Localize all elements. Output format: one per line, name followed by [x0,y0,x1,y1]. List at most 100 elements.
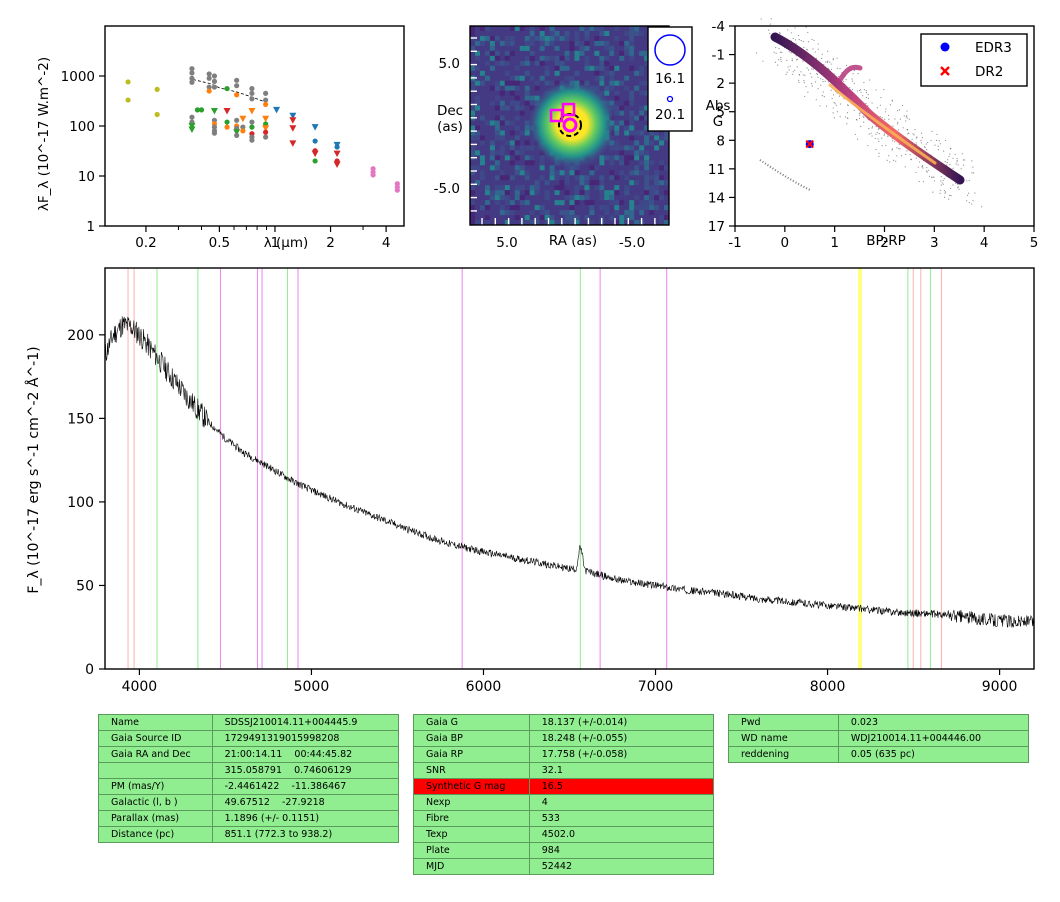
cutout-pixel [624,120,630,126]
cutout-pixel [664,205,670,211]
table-row: WD name WDJ210014.11+004446.00 [728,730,1030,747]
hrd-field-star [954,153,956,156]
cutout-pixel [489,150,495,156]
cutout-pixel [504,200,510,206]
sed-point [211,130,218,136]
cutout-pixel [584,35,590,41]
hrd-field-star [865,91,868,94]
hrd-field-star [798,74,800,76]
cutout-pixel [524,130,530,136]
cutout-pixel [629,50,635,56]
cutout-pixel [509,195,515,201]
hrd-field-star [794,39,797,41]
cutout-pixel [494,40,500,46]
cutout-pixel [514,185,520,191]
cutout-pixel [609,140,615,146]
hrd-target-dr2 [805,139,814,149]
cutout-pixel [544,195,550,201]
cutout-pixel [494,135,500,141]
cutout-pixel [514,80,520,86]
cutout-pixel [564,170,570,176]
cutout-pixel [564,210,570,216]
cutout-pixel [599,160,605,166]
cutout-pixel [554,30,560,36]
hrd-field-star [881,137,883,139]
cutout-pixel [564,40,570,46]
hrd-field-star [947,159,949,161]
hrd-field-star [867,94,869,96]
cutout-pixel [539,30,545,36]
cutout-pixel [489,40,495,46]
cutout-pixel [574,190,580,196]
cutout-pixel [539,190,545,196]
hrd-field-star [939,143,941,145]
cutout-pixel [479,35,485,41]
hrd-field-star [898,109,901,111]
cutout-pixel [619,45,625,51]
cutout-pixel [589,205,595,211]
cutout-pixel [484,205,490,211]
cutout-pixel [509,160,515,166]
spectrum-ticks: 4000 5000 6000 7000 8000 9000 0 50 100 150 200 [67,328,1017,695]
cutout-pixel [614,210,620,216]
cutout-pixel [484,215,490,221]
cutout-pixel [609,195,615,201]
hrd-field-star [839,116,841,118]
hrd-field-star [832,59,834,61]
sed-point [262,115,270,123]
cutout-pixel [614,115,620,121]
cutout-pixel [619,170,625,176]
hrd-field-star [915,171,917,174]
cutout-pixel [599,205,605,211]
cutout-pixel [634,170,640,176]
cutout-pixel [499,175,505,181]
cutout-pixel [629,40,635,46]
cutout-pixel [609,75,615,81]
cutout-pixel [509,150,515,156]
hrd-field-star [981,206,983,208]
hrd-field-star [905,116,907,118]
cutout-pixel [474,26,480,31]
cutout-pixel [594,75,600,81]
cutout-pixel [629,65,635,71]
hrd-field-star [887,114,890,117]
hrd-field-star [883,89,885,91]
cutout-pixel [604,90,610,96]
cutout-pixel [494,150,500,156]
cutout-pixel [564,70,570,76]
cutout-pixel [470,150,475,156]
hrd-field-star [910,158,912,161]
hrd-field-star [874,137,876,139]
cutout-pixel [619,180,625,186]
cutout-pixel [519,130,525,136]
cutout-pixel [544,70,550,76]
sed-point [249,124,255,130]
cutout-pixel [654,190,660,196]
cutout-pixel [604,55,610,61]
cutout-pixel [489,175,495,181]
hrd-field-star [948,194,951,196]
cutout-pixel [499,150,505,156]
hrd-field-star [852,73,854,75]
hrd-field-star [877,128,879,130]
hrd-ytick-label: 8 [716,133,725,149]
sed-point [263,129,269,135]
sed-xtick-label: 1 [271,235,280,251]
hrd-field-star [906,117,908,119]
cutout-pixel [514,85,520,91]
hrd-field-star [834,103,836,105]
cutout-pixel [659,220,665,226]
hrd-field-star [817,43,819,45]
cutout-pixel [629,170,635,176]
sed-point [125,97,131,103]
cutout-pixel [494,120,500,126]
sed-ytick-label: 1000 [61,69,95,85]
sed-point [234,77,240,83]
cutout-pixel [659,215,665,221]
cutout-pixel [470,190,475,196]
table-row: Gaia RP 17.758 (+/-0.058) [413,746,715,763]
hrd-field-star [928,169,930,171]
hrd-field-star [811,76,813,78]
cutout-pixel [539,215,545,221]
cutout-pixel [534,185,540,191]
